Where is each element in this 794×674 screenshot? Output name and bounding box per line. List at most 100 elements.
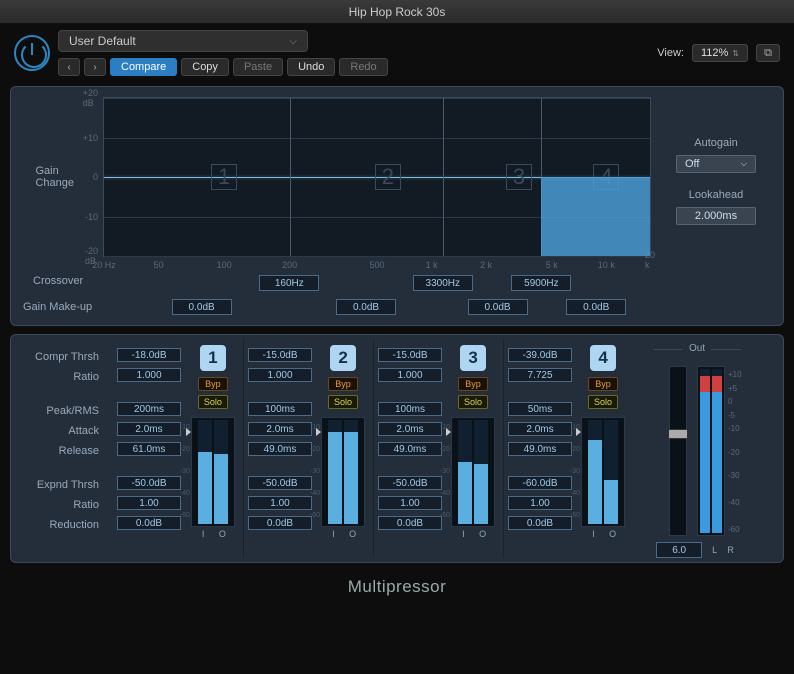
band-compr_thrsh[interactable]: -15.0dB (248, 348, 312, 362)
crossover-value[interactable]: 5900Hz (511, 275, 571, 291)
gain-makeup-value[interactable]: 0.0dB (566, 299, 626, 315)
output-slider[interactable] (669, 366, 687, 536)
band-reduction[interactable]: 0.0dB (117, 516, 181, 530)
link-icon: ⧉ (764, 47, 772, 60)
band-peak_rms[interactable]: 100ms (248, 402, 312, 416)
paste-button[interactable]: Paste (233, 58, 283, 76)
next-button[interactable]: › (84, 58, 106, 76)
view-label: View: (657, 47, 684, 59)
gain-makeup-value[interactable]: 0.0dB (468, 299, 528, 315)
band-attack[interactable]: 2.0ms (248, 422, 312, 436)
band-release[interactable]: 61.0ms (117, 442, 181, 456)
crossover-label: Crossover (33, 275, 83, 287)
y-tick: +10 (83, 133, 98, 143)
gain-makeup-value[interactable]: 0.0dB (336, 299, 396, 315)
band-expnd_thrsh[interactable]: -50.0dB (248, 476, 312, 490)
y-tick: -10 (85, 212, 98, 222)
bypass-button[interactable]: Byp (198, 377, 228, 391)
gain-chart[interactable]: Gain Change +20 dB+100-10-20 dB123420 Hz… (103, 97, 651, 257)
band-peak_rms[interactable]: 50ms (508, 402, 572, 416)
band-attack[interactable]: 2.0ms (117, 422, 181, 436)
band-column: -15.0dB 1.000 100ms 2.0ms 49.0ms -50.0dB 1.00 0… (373, 339, 503, 558)
zoom-select[interactable]: 112% ⇅ (692, 44, 748, 62)
io-label: I O (324, 529, 362, 539)
x-tick: 100 (217, 260, 232, 270)
band-expnd_thrsh[interactable]: -50.0dB (117, 476, 181, 490)
band-compr_thrsh[interactable]: -18.0dB (117, 348, 181, 362)
bands-panel: Compr Thrsh Ratio Peak/RMS Attack Releas… (10, 334, 784, 563)
band-reduction[interactable]: 0.0dB (378, 516, 442, 530)
band-badge: 3 (506, 164, 532, 190)
out-title: Out (689, 343, 705, 354)
redo-button[interactable]: Redo (339, 58, 387, 76)
out-scale-tick: +10 (728, 370, 742, 379)
band-expnd_thrsh[interactable]: -60.0dB (508, 476, 572, 490)
out-scale-tick: -60 (728, 525, 740, 534)
output-gain[interactable]: 6.0 (656, 542, 702, 558)
band-compr_thrsh[interactable]: -39.0dB (508, 348, 572, 362)
autogain-select[interactable]: Off ⌵ (676, 155, 756, 173)
band-column: -39.0dB 7.725 50ms 2.0ms 49.0ms -60.0dB 1.00 0.… (503, 339, 633, 558)
crossover-value[interactable]: 160Hz (259, 275, 319, 291)
chevron-down-icon: ⌵ (289, 36, 297, 47)
band-ratio1[interactable]: 1.000 (378, 368, 442, 382)
band-release[interactable]: 49.0ms (508, 442, 572, 456)
out-scale-tick: -40 (728, 498, 740, 507)
out-scale-tick: -10 (728, 424, 740, 433)
prev-button[interactable]: ‹ (58, 58, 80, 76)
band-release[interactable]: 49.0ms (248, 442, 312, 456)
band-attack[interactable]: 2.0ms (378, 422, 442, 436)
slider-thumb[interactable] (668, 429, 688, 439)
chevron-down-icon: ⌵ (741, 159, 747, 169)
label-ratio: Ratio (15, 367, 105, 387)
stepper-icon: ⇅ (732, 49, 739, 58)
output-column: Out +10+50-5-10-20-30-40-60 6.0 (641, 339, 753, 558)
band-ratio1[interactable]: 1.000 (117, 368, 181, 382)
band-number[interactable]: 2 (330, 345, 356, 371)
gain-makeup-value[interactable]: 0.0dB (172, 299, 232, 315)
label-compr-thrsh: Compr Thrsh (15, 347, 105, 367)
out-scale-tick: +5 (728, 384, 737, 393)
plugin-name: Multipressor (10, 563, 784, 603)
autogain-value: Off (685, 158, 699, 170)
crossover-value[interactable]: 3300Hz (413, 275, 473, 291)
copy-button[interactable]: Copy (181, 58, 229, 76)
band-number[interactable]: 4 (590, 345, 616, 371)
compare-button[interactable]: Compare (110, 58, 177, 76)
x-tick: 2 k (480, 260, 492, 270)
band-ratio2[interactable]: 1.00 (508, 496, 572, 510)
band-attack[interactable]: 2.0ms (508, 422, 572, 436)
band-peak_rms[interactable]: 100ms (378, 402, 442, 416)
bypass-button[interactable]: Byp (588, 377, 618, 391)
band-reduction[interactable]: 0.0dB (508, 516, 572, 530)
link-button[interactable]: ⧉ (756, 44, 780, 62)
solo-button[interactable]: Solo (198, 395, 228, 409)
band-release[interactable]: 49.0ms (378, 442, 442, 456)
band-ratio2[interactable]: 1.00 (378, 496, 442, 510)
y-tick: 0 (93, 172, 98, 182)
bypass-button[interactable]: Byp (328, 377, 358, 391)
solo-button[interactable]: Solo (328, 395, 358, 409)
band-expnd_thrsh[interactable]: -50.0dB (378, 476, 442, 490)
undo-button[interactable]: Undo (287, 58, 335, 76)
band-meter: -10-20-30-40-60 (321, 417, 365, 527)
power-icon[interactable] (14, 35, 50, 71)
solo-button[interactable]: Solo (458, 395, 488, 409)
band-number[interactable]: 1 (200, 345, 226, 371)
x-tick: 200 (282, 260, 297, 270)
output-meter: +10+50-5-10-20-30-40-60 (697, 366, 725, 536)
band-ratio2[interactable]: 1.00 (248, 496, 312, 510)
solo-button[interactable]: Solo (588, 395, 618, 409)
preset-select[interactable]: User Default ⌵ (58, 30, 308, 52)
label-ratio2: Ratio (15, 495, 105, 515)
band-ratio2[interactable]: 1.00 (117, 496, 181, 510)
band-compr_thrsh[interactable]: -15.0dB (378, 348, 442, 362)
band-peak_rms[interactable]: 200ms (117, 402, 181, 416)
band-ratio1[interactable]: 7.725 (508, 368, 572, 382)
bypass-button[interactable]: Byp (458, 377, 488, 391)
band-ratio1[interactable]: 1.000 (248, 368, 312, 382)
lookahead-value[interactable]: 2.000ms (676, 207, 756, 225)
band-number[interactable]: 3 (460, 345, 486, 371)
out-scale-tick: -5 (728, 411, 735, 420)
band-reduction[interactable]: 0.0dB (248, 516, 312, 530)
